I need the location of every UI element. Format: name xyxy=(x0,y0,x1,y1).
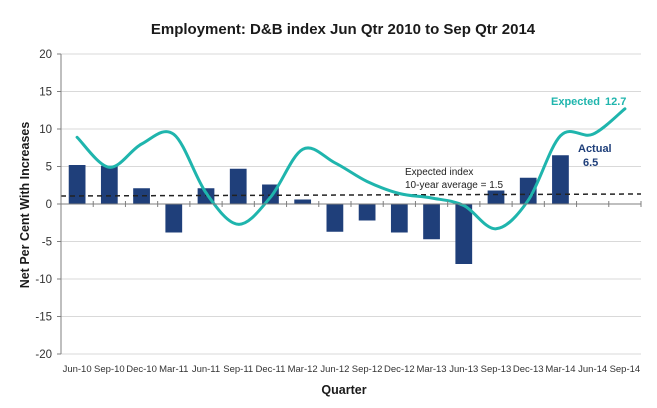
x-tick-label: Mar-14 xyxy=(545,364,575,375)
bar xyxy=(487,190,505,204)
x-tick-label: Sep-12 xyxy=(352,364,383,375)
bar xyxy=(100,165,118,204)
bar xyxy=(358,204,376,221)
axes xyxy=(57,53,642,355)
actual-value-label: 6.5 xyxy=(583,157,598,169)
x-tick-label: Mar-13 xyxy=(417,364,447,375)
reference-line xyxy=(60,193,642,197)
x-tick-label: Sep-14 xyxy=(610,364,641,375)
y-axis-title: Net Per Cent With Increases xyxy=(18,122,32,289)
bar xyxy=(229,168,247,204)
x-tick-label: Jun-14 xyxy=(578,364,607,375)
x-tick-label: Dec-12 xyxy=(384,364,415,375)
bar xyxy=(326,204,344,232)
x-tick-label: Sep-13 xyxy=(481,364,512,375)
x-tick-label: Jun-12 xyxy=(320,364,349,375)
bar xyxy=(519,177,537,204)
x-tick-label: Mar-12 xyxy=(288,364,318,375)
y-tick-label: 5 xyxy=(46,162,52,174)
bar xyxy=(423,204,440,240)
x-tick-label: Jun-11 xyxy=(192,364,220,375)
bar xyxy=(455,204,473,264)
y-tick-label: -10 xyxy=(35,274,52,286)
bar xyxy=(390,204,408,233)
y-tick-label: 10 xyxy=(39,124,52,136)
y-tick-label: 15 xyxy=(39,87,52,99)
x-tick-label: Dec-10 xyxy=(126,364,157,375)
expected-value-label: 12.7 xyxy=(605,96,626,108)
expected-label: Expected xyxy=(551,96,600,108)
annotation-ten-year-average: 10-year average = 1.5 xyxy=(405,180,504,191)
expected-line xyxy=(75,107,627,231)
reference-line-group xyxy=(60,193,642,197)
actual-label: Actual xyxy=(578,143,612,155)
x-tick-label: Mar-11 xyxy=(159,364,188,375)
bar xyxy=(294,199,312,204)
bar-series-actual xyxy=(68,155,569,264)
line-series-expected xyxy=(75,107,627,231)
bar xyxy=(165,204,183,233)
x-tick-label: Jun-10 xyxy=(63,364,92,375)
bar xyxy=(68,165,86,204)
chart-title: Employment: D&B index Jun Qtr 2010 to Se… xyxy=(151,21,536,38)
y-tick-label: -5 xyxy=(42,237,52,249)
x-tick-labels: Jun-10 Sep-10 Dec-10 Mar-11 Jun-11 Sep-11 Dec-… xyxy=(63,364,641,375)
x-tick-label: Sep-10 xyxy=(94,364,125,375)
y-tick-label: -20 xyxy=(35,349,52,361)
y-tick-label: 0 xyxy=(46,199,52,211)
x-tick-label: Dec-13 xyxy=(513,364,544,375)
y-tick-labels: 20 15 10 5 0 -5 -10 -15 -20 xyxy=(35,49,52,361)
y-tick-label: 20 xyxy=(39,49,52,61)
x-tick-label: Dec-11 xyxy=(255,364,285,375)
annotation-expected-index: Expected index xyxy=(405,167,473,178)
gridlines xyxy=(61,53,641,355)
x-tick-label: Sep-11 xyxy=(223,364,253,375)
bar xyxy=(133,188,150,204)
x-axis-title: Quarter xyxy=(321,383,366,397)
x-tick-label: Jun-13 xyxy=(449,364,478,375)
bar xyxy=(552,155,569,204)
y-tick-label: -15 xyxy=(35,312,52,324)
